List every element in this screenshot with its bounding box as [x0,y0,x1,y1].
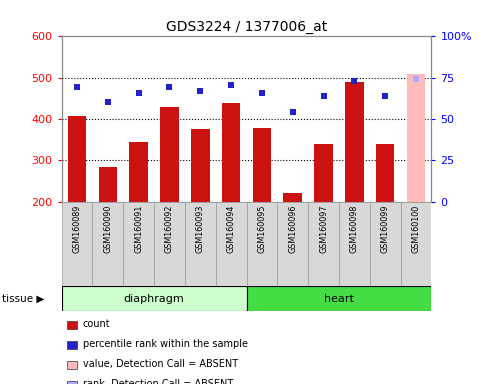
Bar [252,128,271,202]
Point [412,76,420,82]
Point [104,99,112,105]
Text: diaphragm: diaphragm [124,293,184,304]
Title: GDS3224 / 1377006_at: GDS3224 / 1377006_at [166,20,327,34]
Text: value, Detection Call = ABSENT: value, Detection Call = ABSENT [83,359,238,369]
Point [381,93,389,99]
FancyBboxPatch shape [62,202,93,286]
FancyBboxPatch shape [246,286,431,311]
Text: GSM160096: GSM160096 [288,205,297,253]
Text: GSM160095: GSM160095 [257,205,266,253]
Text: GSM160100: GSM160100 [412,205,421,253]
Bar [222,103,240,202]
Bar [345,82,363,202]
FancyBboxPatch shape [185,202,216,286]
Point [289,109,297,115]
Text: GSM160092: GSM160092 [165,205,174,253]
FancyBboxPatch shape [277,202,308,286]
Bar [283,194,302,202]
Text: GSM160099: GSM160099 [381,205,389,253]
Bar [191,129,210,202]
FancyBboxPatch shape [370,202,400,286]
Bar [99,167,117,202]
Point [258,90,266,96]
Point [227,82,235,88]
Text: GSM160091: GSM160091 [134,205,143,253]
FancyBboxPatch shape [216,202,246,286]
Bar [160,107,179,202]
Point [135,90,142,96]
Bar [68,116,86,202]
Text: GSM160098: GSM160098 [350,205,359,253]
Text: heart: heart [324,293,354,304]
Bar [376,144,394,202]
Bar [315,144,333,202]
Bar [129,142,148,202]
Point [166,84,174,90]
FancyBboxPatch shape [246,202,277,286]
FancyBboxPatch shape [93,202,123,286]
FancyBboxPatch shape [123,202,154,286]
Text: GSM160097: GSM160097 [319,205,328,253]
FancyBboxPatch shape [154,202,185,286]
Text: GSM160094: GSM160094 [227,205,236,253]
Text: GSM160089: GSM160089 [72,205,81,253]
FancyBboxPatch shape [308,202,339,286]
Bar [407,74,425,202]
Text: count: count [83,319,110,329]
Point [196,88,204,94]
Text: rank, Detection Call = ABSENT: rank, Detection Call = ABSENT [83,379,233,384]
Point [73,84,81,90]
Text: GSM160090: GSM160090 [104,205,112,253]
Point [319,93,327,99]
Text: percentile rank within the sample: percentile rank within the sample [83,339,248,349]
FancyBboxPatch shape [339,202,370,286]
Text: tissue ▶: tissue ▶ [2,293,45,304]
Text: GSM160093: GSM160093 [196,205,205,253]
Point [351,78,358,84]
FancyBboxPatch shape [62,286,246,311]
FancyBboxPatch shape [400,202,431,286]
